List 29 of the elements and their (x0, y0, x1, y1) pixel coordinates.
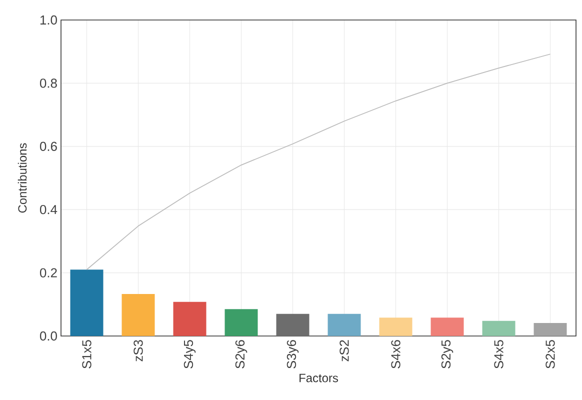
bar (70, 270, 104, 336)
x-tick-label: S1x5 (82, 340, 92, 368)
bar (430, 318, 464, 336)
x-tick-label: S2x5 (546, 340, 555, 368)
x-tick-label: S2y6 (235, 340, 248, 368)
y-tick-label: 0.4 (40, 205, 58, 214)
x-tick-label: zS3 (134, 340, 143, 362)
x-tick-label: S3y6 (286, 340, 299, 368)
y-tick-label: 0.8 (40, 78, 57, 88)
bar (328, 314, 361, 336)
bar (534, 323, 567, 336)
x-axis-title: Factors (300, 374, 338, 382)
x-tick-label: S4y5 (184, 340, 196, 368)
y-axis-title: Contributions (18, 143, 27, 213)
bar (276, 314, 310, 336)
y-tick-label: 0.6 (40, 142, 57, 151)
y-tick-label: 0.2 (40, 268, 57, 278)
x-tick-label: S4x6 (391, 340, 400, 368)
y-tick-label: 1.0 (40, 15, 57, 25)
line-series (86, 54, 551, 270)
x-tick-label: zS2 (340, 340, 349, 362)
y-tick-label: 0.0 (40, 331, 57, 341)
x-tick-label: S4x5 (494, 340, 504, 368)
bar (122, 294, 155, 336)
bar (379, 318, 412, 336)
bar (173, 302, 206, 336)
bar (224, 309, 258, 336)
x-tick-label: S2y5 (441, 340, 454, 368)
bar (482, 320, 516, 336)
